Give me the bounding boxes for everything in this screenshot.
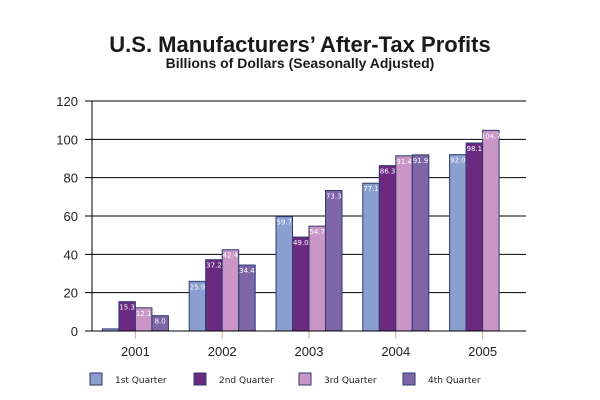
x-tick-label: 2005 <box>468 344 497 359</box>
data-label: 91.4 <box>396 158 412 166</box>
data-label: 25.9 <box>190 283 206 291</box>
x-tick-label: 2003 <box>295 344 324 359</box>
bar <box>292 236 310 332</box>
y-tick-label: 60 <box>64 209 78 224</box>
bar <box>275 216 293 332</box>
data-label: 12.1 <box>136 310 152 318</box>
data-label: 42.4 <box>223 252 239 260</box>
data-label: 77.1 <box>363 185 379 193</box>
x-tick-label: 2004 <box>381 344 410 359</box>
y-tick-label: 120 <box>56 94 78 109</box>
data-label: 37.2 <box>206 262 222 270</box>
bars: 1.1 15.312.18.0 25.9 37.242.434.4 59.7 49.054… <box>101 129 501 339</box>
y-tick-label: 0 <box>71 324 78 339</box>
bar <box>308 225 326 332</box>
chart-title: U.S. Manufacturers’ After-Tax Profits <box>109 32 491 57</box>
data-label: 1.1 <box>105 331 116 339</box>
axes: 0 20 40 60 80 100 120 2001 2002 2003 2004 2005 <box>56 94 526 359</box>
data-label: 34.4 <box>239 267 255 275</box>
legend-label: 1st Quarter <box>115 376 167 386</box>
x-tick-label: 2001 <box>121 344 150 359</box>
bar <box>362 182 380 332</box>
legend-swatch <box>193 372 207 386</box>
data-label: 104.7 <box>481 132 501 140</box>
legend-swatch <box>298 372 312 386</box>
data-label: 59.7 <box>276 219 292 227</box>
y-tick-label: 20 <box>64 286 78 301</box>
bar <box>411 154 430 332</box>
y-tick-label: 100 <box>56 132 78 147</box>
bar <box>482 129 500 332</box>
bar <box>221 249 240 332</box>
x-tick-label: 2002 <box>208 344 237 359</box>
y-tick-label: 80 <box>64 171 78 186</box>
data-label: 54.7 <box>309 228 325 236</box>
legend-label: 3rd Quarter <box>324 376 377 386</box>
legend: 1st Quarter 2nd Quarter 3rd Quarter 4th Qua… <box>89 372 481 386</box>
data-label: 15.3 <box>119 304 135 312</box>
bar <box>395 155 413 332</box>
legend-swatch <box>89 372 103 386</box>
data-label: 86.3 <box>380 168 396 176</box>
legend-label: 4th Quarter <box>428 376 481 386</box>
data-label: 98.1 <box>467 145 483 153</box>
chart-subtitle: Billions of Dollars (Seasonally Adjusted… <box>165 55 435 71</box>
y-tick-label: 40 <box>64 247 78 262</box>
bar <box>205 259 223 332</box>
data-label: 49.0 <box>293 239 309 247</box>
bar <box>465 142 484 332</box>
data-label: 73.3 <box>326 193 342 201</box>
data-label: 91.9 <box>413 157 429 165</box>
bar <box>449 154 467 332</box>
data-label: 92.0 <box>450 157 466 165</box>
legend-label: 2nd Quarter <box>219 376 274 386</box>
bar <box>325 190 343 332</box>
data-label: 8.0 <box>155 318 166 326</box>
bar <box>378 165 397 332</box>
legend-swatch <box>402 372 416 386</box>
